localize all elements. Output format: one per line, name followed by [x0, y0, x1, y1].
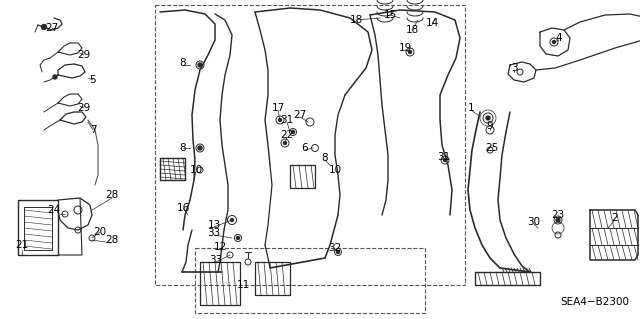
Text: 27: 27 [45, 23, 59, 33]
Text: 28: 28 [106, 235, 118, 245]
Text: 6: 6 [301, 143, 308, 153]
Bar [195, 248, 425, 313]
Text: 33: 33 [209, 255, 223, 265]
Text: 12: 12 [213, 242, 227, 252]
Text: 2: 2 [612, 213, 618, 223]
Text: 27: 27 [293, 110, 307, 120]
Text: 13: 13 [207, 220, 221, 230]
Circle shape [552, 41, 556, 43]
Circle shape [237, 236, 239, 240]
Circle shape [198, 146, 202, 150]
Text: 30: 30 [527, 217, 541, 227]
Text: 16: 16 [177, 203, 189, 213]
Text: 18: 18 [405, 25, 419, 35]
Text: 8: 8 [180, 58, 186, 68]
Circle shape [444, 159, 447, 161]
Text: 8: 8 [322, 153, 328, 163]
Text: 17: 17 [271, 103, 285, 113]
Circle shape [556, 218, 560, 222]
Text: 7: 7 [90, 125, 96, 135]
Circle shape [278, 118, 282, 122]
Text: 21: 21 [15, 240, 29, 250]
Text: 1: 1 [468, 103, 474, 113]
Text: 14: 14 [426, 18, 438, 28]
Text: 29: 29 [77, 103, 91, 113]
Text: 24: 24 [47, 205, 61, 215]
Circle shape [486, 116, 490, 120]
Text: SEA4−B2300: SEA4−B2300 [561, 297, 630, 307]
Circle shape [284, 142, 287, 145]
Text: 20: 20 [93, 227, 107, 237]
Circle shape [337, 250, 339, 254]
Text: 29: 29 [77, 50, 91, 60]
Text: 9: 9 [486, 121, 493, 131]
Text: 23: 23 [552, 210, 564, 220]
Text: 19: 19 [398, 43, 412, 53]
Circle shape [198, 63, 202, 67]
Text: 22: 22 [280, 130, 294, 140]
Circle shape [230, 219, 234, 221]
Text: 28: 28 [106, 190, 118, 200]
Text: 33: 33 [207, 228, 221, 238]
Text: 15: 15 [383, 10, 397, 20]
Text: 10: 10 [189, 165, 203, 175]
Text: 10: 10 [328, 165, 342, 175]
Text: 8: 8 [180, 143, 186, 153]
Circle shape [42, 25, 47, 29]
Text: 4: 4 [556, 33, 563, 43]
Text: 25: 25 [485, 143, 499, 153]
Text: 3: 3 [511, 63, 517, 73]
Circle shape [291, 130, 294, 133]
Text: 11: 11 [236, 280, 250, 290]
Circle shape [408, 50, 412, 54]
Text: 32: 32 [328, 243, 342, 253]
Text: 31: 31 [437, 152, 451, 162]
Circle shape [53, 75, 57, 79]
Text: 31: 31 [280, 115, 294, 125]
Text: 5: 5 [90, 75, 96, 85]
Text: 18: 18 [349, 15, 363, 25]
Bar [155, 5, 465, 285]
